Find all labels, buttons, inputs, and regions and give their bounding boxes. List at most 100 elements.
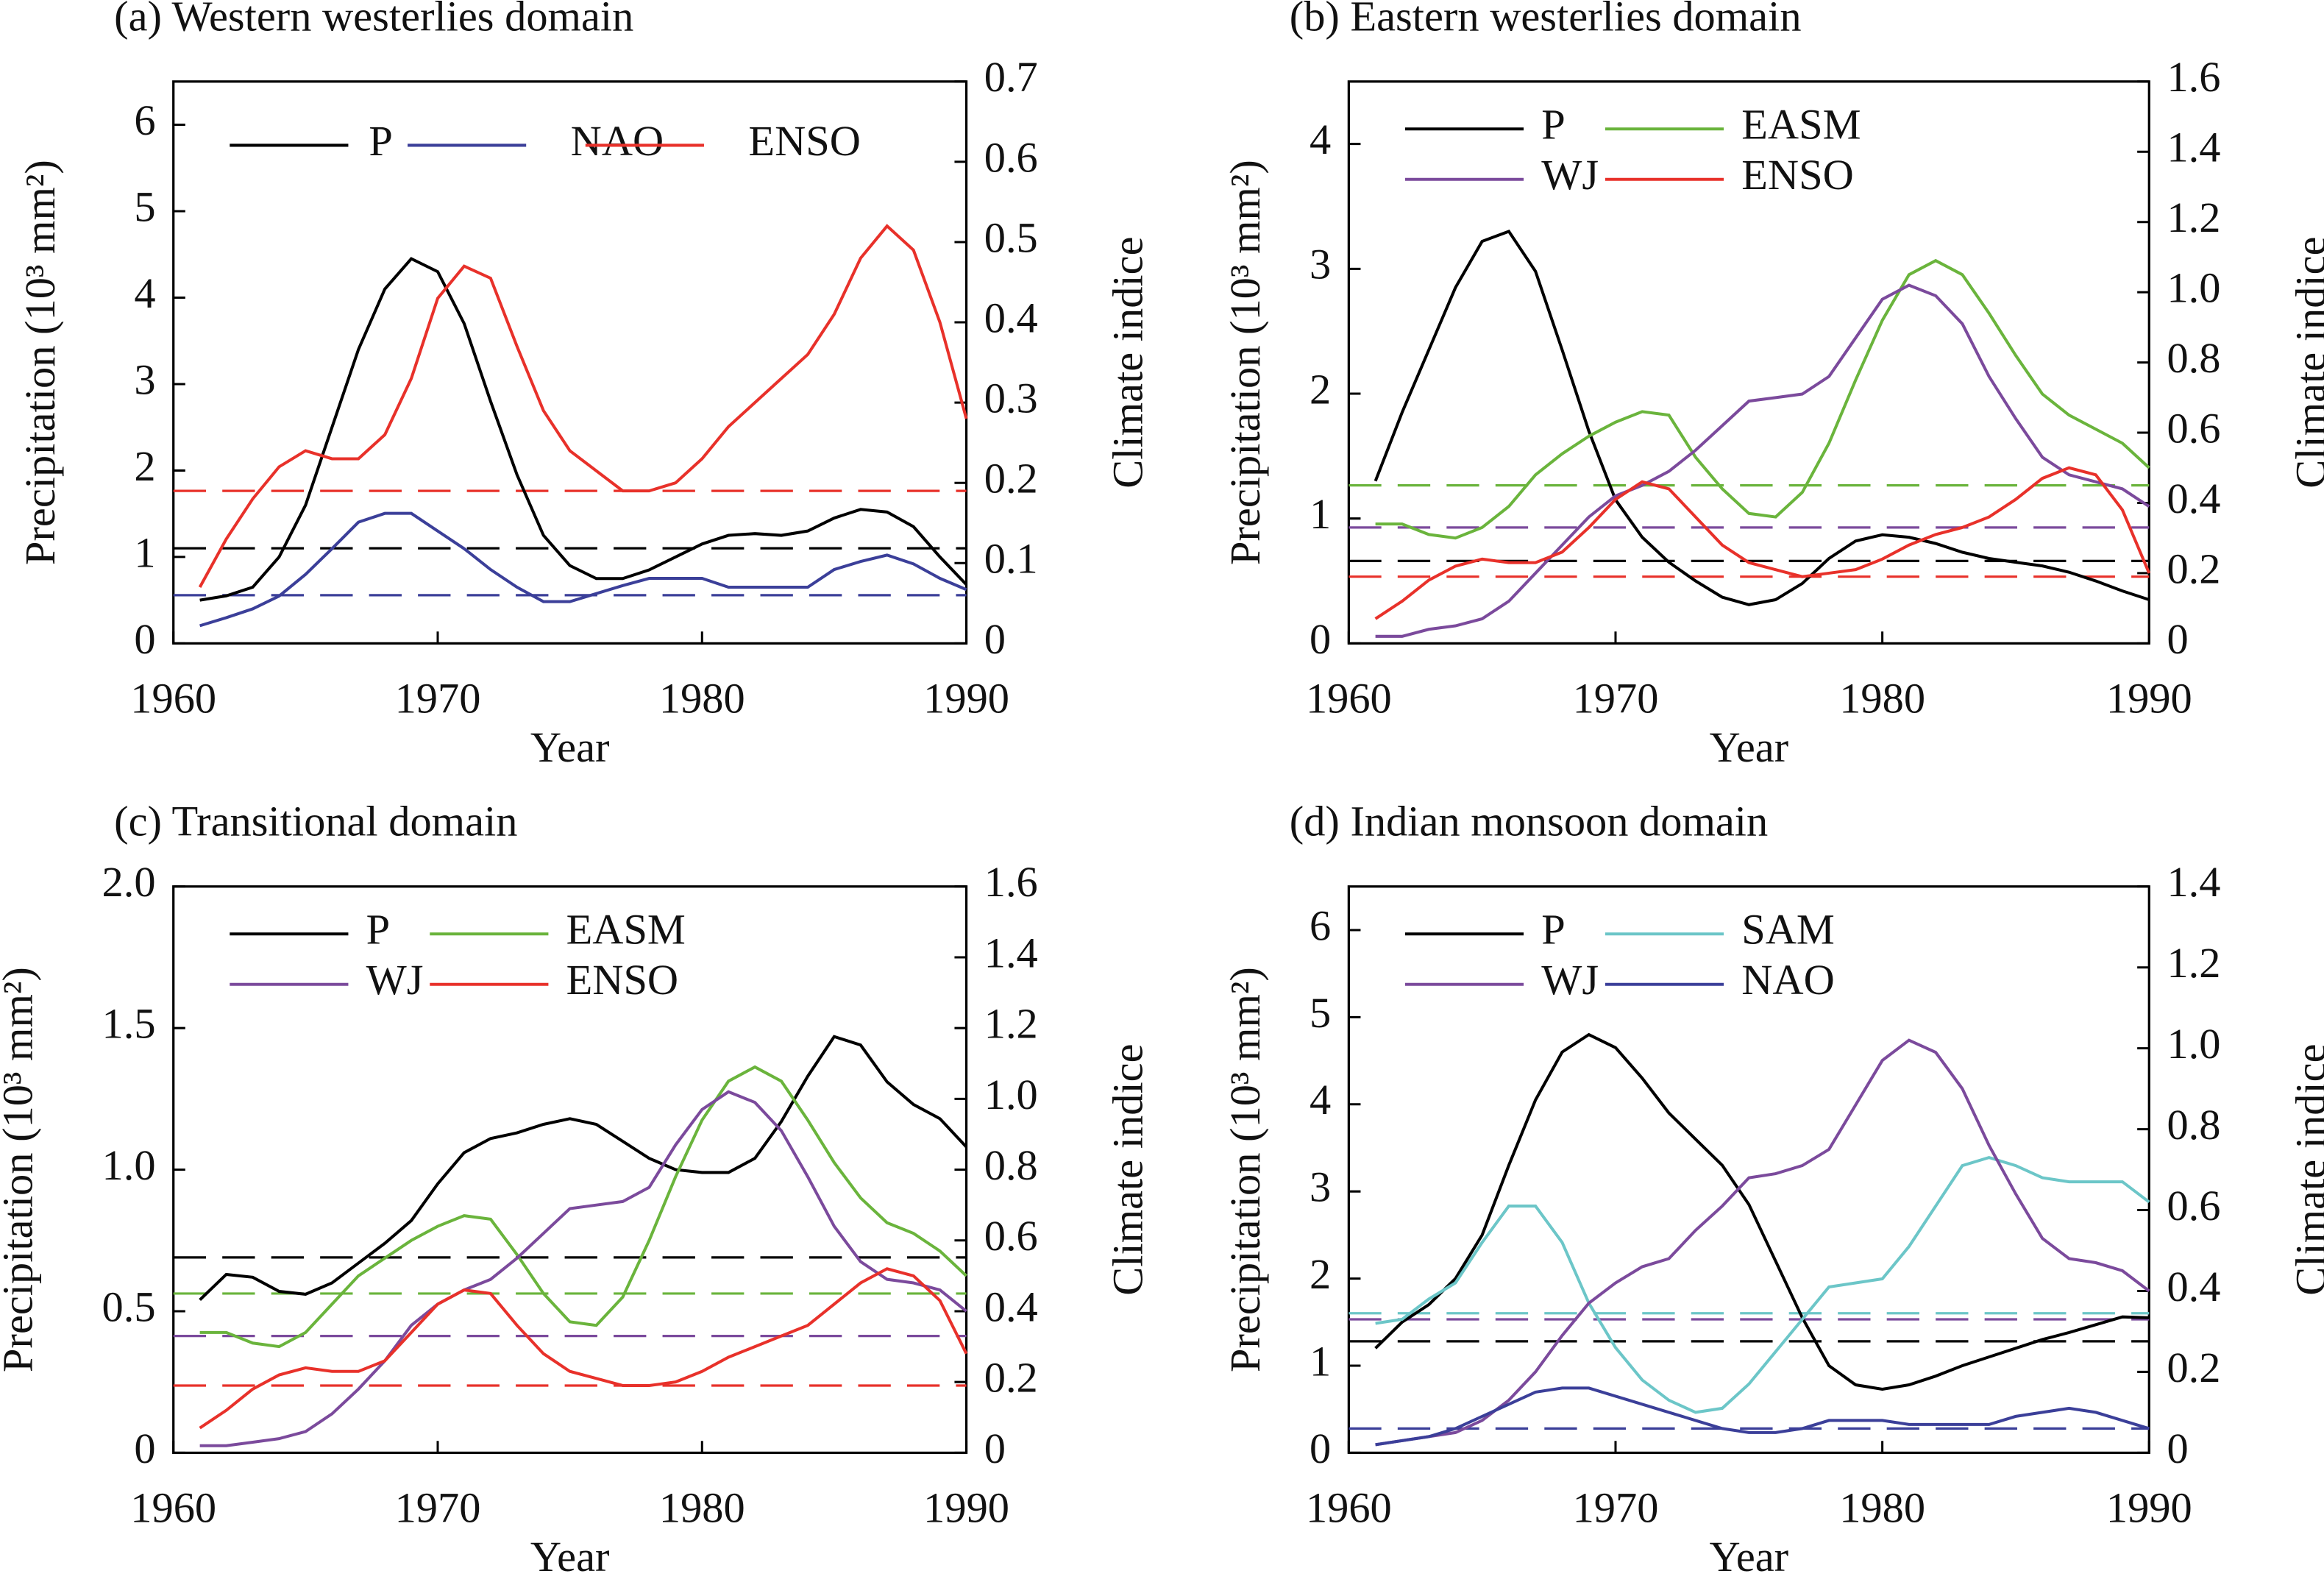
y-tick-label: 0.5 [102,1283,156,1330]
y-axis-label: Precipitation (10³ mm²) [1221,160,1269,565]
y-axis-label: Precipitation (10³ mm²) [0,967,42,1372]
y2-tick-label: 1.2 [2167,194,2220,241]
legend-label: ENSO [748,117,861,165]
y2-tick-label: 0.2 [2167,545,2220,592]
x-tick-label: 1990 [2106,1483,2192,1531]
y2-tick-label: 0.1 [984,535,1038,583]
y2-tick-label: 0.4 [984,1283,1038,1330]
y-axis-label: Precipitation (10³ mm²) [1221,967,1269,1372]
y2-tick-label: 1.6 [2167,53,2220,101]
y2-tick-label: 1.0 [2167,1020,2220,1068]
y-tick-label: 0 [1310,1425,1331,1472]
y-tick-label: 2 [134,442,155,490]
series-line [1375,258,2150,540]
series-line [1374,229,2150,606]
y2-tick-label: 0 [2167,615,2188,663]
series-line [199,257,968,602]
plot-frame [172,80,968,645]
y2-tick-label: 0.4 [2167,475,2220,522]
y2-tick-label: 0.5 [984,213,1038,261]
y-tick-label: 1 [1310,490,1331,538]
x-tick-label: 1970 [395,674,481,722]
y-tick-label: 0 [134,615,155,663]
legend-label: WJ [366,956,424,1004]
x-tick-label: 1970 [1573,674,1659,722]
y2-tick-label: 1.2 [2167,939,2220,987]
x-axis-label: Year [530,1533,610,1581]
y-tick-label: 4 [1310,116,1331,163]
y2-tick-label: 0.8 [2167,334,2220,382]
y-tick-label: 2 [1310,1250,1331,1298]
x-tick-label: 1990 [2106,674,2192,722]
y-tick-label: 3 [1310,241,1331,288]
y2-tick-label: 0.3 [984,375,1038,422]
y2-tick-label: 1.4 [2167,124,2220,171]
x-axis-label: Year [1709,1533,1788,1581]
series-line [199,1267,968,1430]
y2-tick-label: 0.8 [2167,1101,2220,1149]
y-tick-label: 3 [134,355,155,403]
y-tick-label: 6 [134,96,155,144]
x-axis-label: Year [530,723,610,771]
y2-axis-label: Climate indice [2286,236,2324,488]
x-tick-label: 1960 [130,674,216,722]
y-axis-label: Precipitation (10³ mm²) [16,160,64,565]
x-tick-label: 1990 [923,674,1009,722]
x-tick-label: 1980 [659,674,745,722]
y2-tick-label: 1.2 [984,1000,1038,1048]
y2-tick-label: 0 [2167,1425,2188,1472]
legend-label: ENSO [1741,151,1854,199]
series-line [1375,1038,2150,1447]
y2-tick-label: 1.4 [984,929,1038,976]
x-tick-label: 1960 [1306,674,1392,722]
y2-tick-label: 1.0 [2167,264,2220,312]
y-tick-label: 3 [1310,1163,1331,1211]
y-tick-label: 6 [1310,901,1331,949]
y2-tick-label: 0.4 [984,294,1038,341]
y2-tick-label: 0.6 [2167,1182,2220,1230]
legend-label: NAO [1741,956,1835,1004]
y-tick-label: 4 [134,269,155,317]
x-tick-label: 1990 [923,1483,1009,1531]
legend-label: P [366,906,390,954]
y2-axis-label: Climate indice [1104,236,1152,488]
y2-tick-label: 1.4 [2167,858,2220,906]
legend-label: WJ [1541,151,1599,199]
x-tick-label: 1960 [130,1483,216,1531]
y2-tick-label: 0.2 [984,1354,1038,1402]
legend-label: WJ [1541,956,1599,1004]
y2-tick-label: 0 [984,1425,1006,1472]
y-tick-label: 2 [1310,365,1331,413]
series-line [1375,283,2150,638]
y-tick-label: 2.0 [102,858,156,906]
series-line [198,224,968,588]
y2-axis-label: Climate indice [2286,1043,2324,1295]
legend-label: P [369,117,392,165]
x-tick-label: 1960 [1306,1483,1392,1531]
y-tick-label: 0 [134,1425,155,1472]
x-tick-label: 1980 [1839,1483,1925,1531]
y-tick-label: 1 [134,528,155,576]
x-tick-label: 1970 [395,1483,481,1531]
x-tick-label: 1980 [1839,674,1925,722]
legend-label: NAO [571,117,664,165]
y2-tick-label: 1.0 [984,1071,1038,1118]
y2-tick-label: 0.4 [2167,1263,2220,1311]
y-tick-label: 0 [1310,615,1331,663]
series-line [199,511,967,628]
panel-title: (b) Eastern westerlies domain [1290,0,1802,40]
panel-title: (a) Western westerlies domain [114,0,633,40]
y-tick-label: 5 [134,182,155,230]
y2-tick-label: 0.6 [984,1212,1038,1260]
legend-label: EASM [566,906,686,954]
series-line [199,1035,968,1302]
y2-tick-label: 0.2 [2167,1344,2220,1391]
y-tick-label: 1.5 [102,1000,156,1048]
series-line [1375,1155,2150,1414]
y2-tick-label: 0.6 [2167,404,2220,452]
x-tick-label: 1970 [1573,1483,1659,1531]
legend-label: ENSO [566,956,679,1004]
legend-label: EASM [1741,101,1861,149]
